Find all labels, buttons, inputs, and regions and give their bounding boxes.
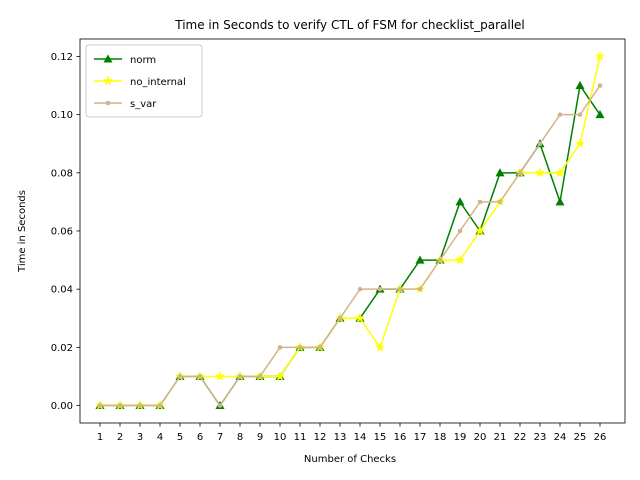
data-point: [274, 371, 286, 381]
data-point: [317, 345, 323, 350]
data-point: [137, 403, 143, 408]
x-tick-label: 24: [554, 432, 567, 443]
data-point: [497, 199, 503, 205]
legend-marker: [103, 54, 113, 63]
x-tick-label: 14: [354, 432, 367, 443]
data-point: [554, 167, 566, 178]
y-tick-label: 0.02: [51, 343, 73, 354]
x-tick-label: 10: [274, 432, 287, 443]
x-tick-label: 3: [137, 432, 143, 443]
series-line: [100, 85, 601, 407]
data-point: [534, 167, 546, 178]
x-tick-label: 11: [294, 432, 307, 443]
x-axis: 1 2 3 4 5 6 7 8 9 10 11 12 13 14 15 16 17 18 19 20 21 22 23 24 2…: [97, 423, 607, 443]
x-tick-label: 15: [374, 432, 387, 443]
legend: norm no_internal s_var: [85, 44, 203, 118]
data-point: [117, 403, 123, 408]
x-tick-label: 20: [474, 432, 487, 443]
data-point: [397, 286, 403, 292]
data-point: [354, 312, 366, 323]
legend-label: s_var: [130, 99, 157, 110]
data-point: [197, 374, 203, 379]
legend-item: norm: [94, 54, 156, 66]
data-point: [337, 315, 343, 321]
legend-marker: [102, 75, 114, 86]
x-tick-label: 25: [574, 432, 587, 443]
data-point: [157, 403, 163, 408]
legend-item: s_var: [94, 99, 157, 110]
data-point: [374, 341, 386, 352]
data-point: [417, 286, 423, 292]
y-tick-label: 0.08: [51, 168, 73, 179]
data-point: [214, 371, 226, 381]
data-point: [574, 138, 586, 149]
series-s_var: [97, 83, 603, 408]
x-tick-label: 13: [334, 432, 347, 443]
plot-area: [94, 51, 606, 410]
data-point: [477, 199, 483, 205]
data-point: [577, 112, 583, 117]
legend-box: [85, 44, 203, 118]
y-axis: 0.00 0.02 0.04 0.06 0.08 0.10 0.12: [51, 52, 80, 412]
legend-label: norm: [130, 55, 156, 66]
x-tick-label: 4: [157, 432, 163, 443]
y-tick-label: 0.12: [51, 52, 73, 63]
data-point: [357, 286, 363, 292]
data-point: [277, 345, 283, 350]
data-point: [297, 345, 303, 350]
series-norm: [95, 80, 605, 410]
data-point: [537, 141, 543, 147]
x-tick-label: 6: [197, 432, 203, 443]
chart-title: Time in Seconds to verify CTL of FSM for…: [174, 18, 525, 32]
data-point: [597, 83, 603, 88]
data-point: [377, 286, 383, 292]
data-point: [595, 110, 605, 119]
x-axis-label: Number of Checks: [304, 454, 396, 465]
data-point: [454, 254, 466, 265]
x-tick-label: 16: [394, 432, 407, 443]
y-tick-label: 0.00: [51, 401, 73, 412]
x-tick-label: 12: [314, 432, 327, 443]
y-tick-label: 0.04: [51, 285, 73, 296]
data-point: [257, 374, 263, 379]
data-point: [474, 225, 486, 236]
legend-marker: [105, 100, 111, 106]
x-tick-label: 22: [514, 432, 527, 443]
data-point: [517, 170, 523, 176]
x-tick-label: 9: [257, 432, 263, 443]
data-point: [217, 403, 223, 408]
x-tick-label: 8: [237, 432, 243, 443]
data-point: [177, 374, 183, 379]
data-point: [557, 112, 563, 117]
x-tick-label: 19: [454, 432, 467, 443]
y-axis-label: Time in Seconds: [17, 190, 28, 273]
x-tick-label: 5: [177, 432, 183, 443]
x-tick-label: 17: [414, 432, 427, 443]
x-tick-label: 2: [117, 432, 123, 443]
x-tick-label: 1: [97, 432, 103, 443]
x-tick-label: 7: [217, 432, 223, 443]
y-tick-label: 0.06: [51, 227, 73, 238]
data-point: [457, 228, 463, 234]
x-tick-label: 21: [494, 432, 507, 443]
legend-label: no_internal: [130, 77, 186, 88]
data-point: [437, 257, 443, 263]
data-point: [415, 255, 425, 264]
data-point: [575, 80, 585, 90]
x-tick-label: 23: [534, 432, 547, 443]
x-tick-label: 26: [594, 432, 607, 443]
y-tick-label: 0.10: [51, 110, 73, 121]
data-point: [495, 168, 505, 177]
data-point: [455, 197, 465, 206]
x-tick-label: 18: [434, 432, 447, 443]
data-point: [237, 374, 243, 379]
data-point: [594, 51, 606, 61]
series-line: [100, 84, 601, 407]
legend-item: no_internal: [94, 75, 186, 88]
data-point: [555, 197, 565, 206]
data-point: [97, 403, 103, 408]
